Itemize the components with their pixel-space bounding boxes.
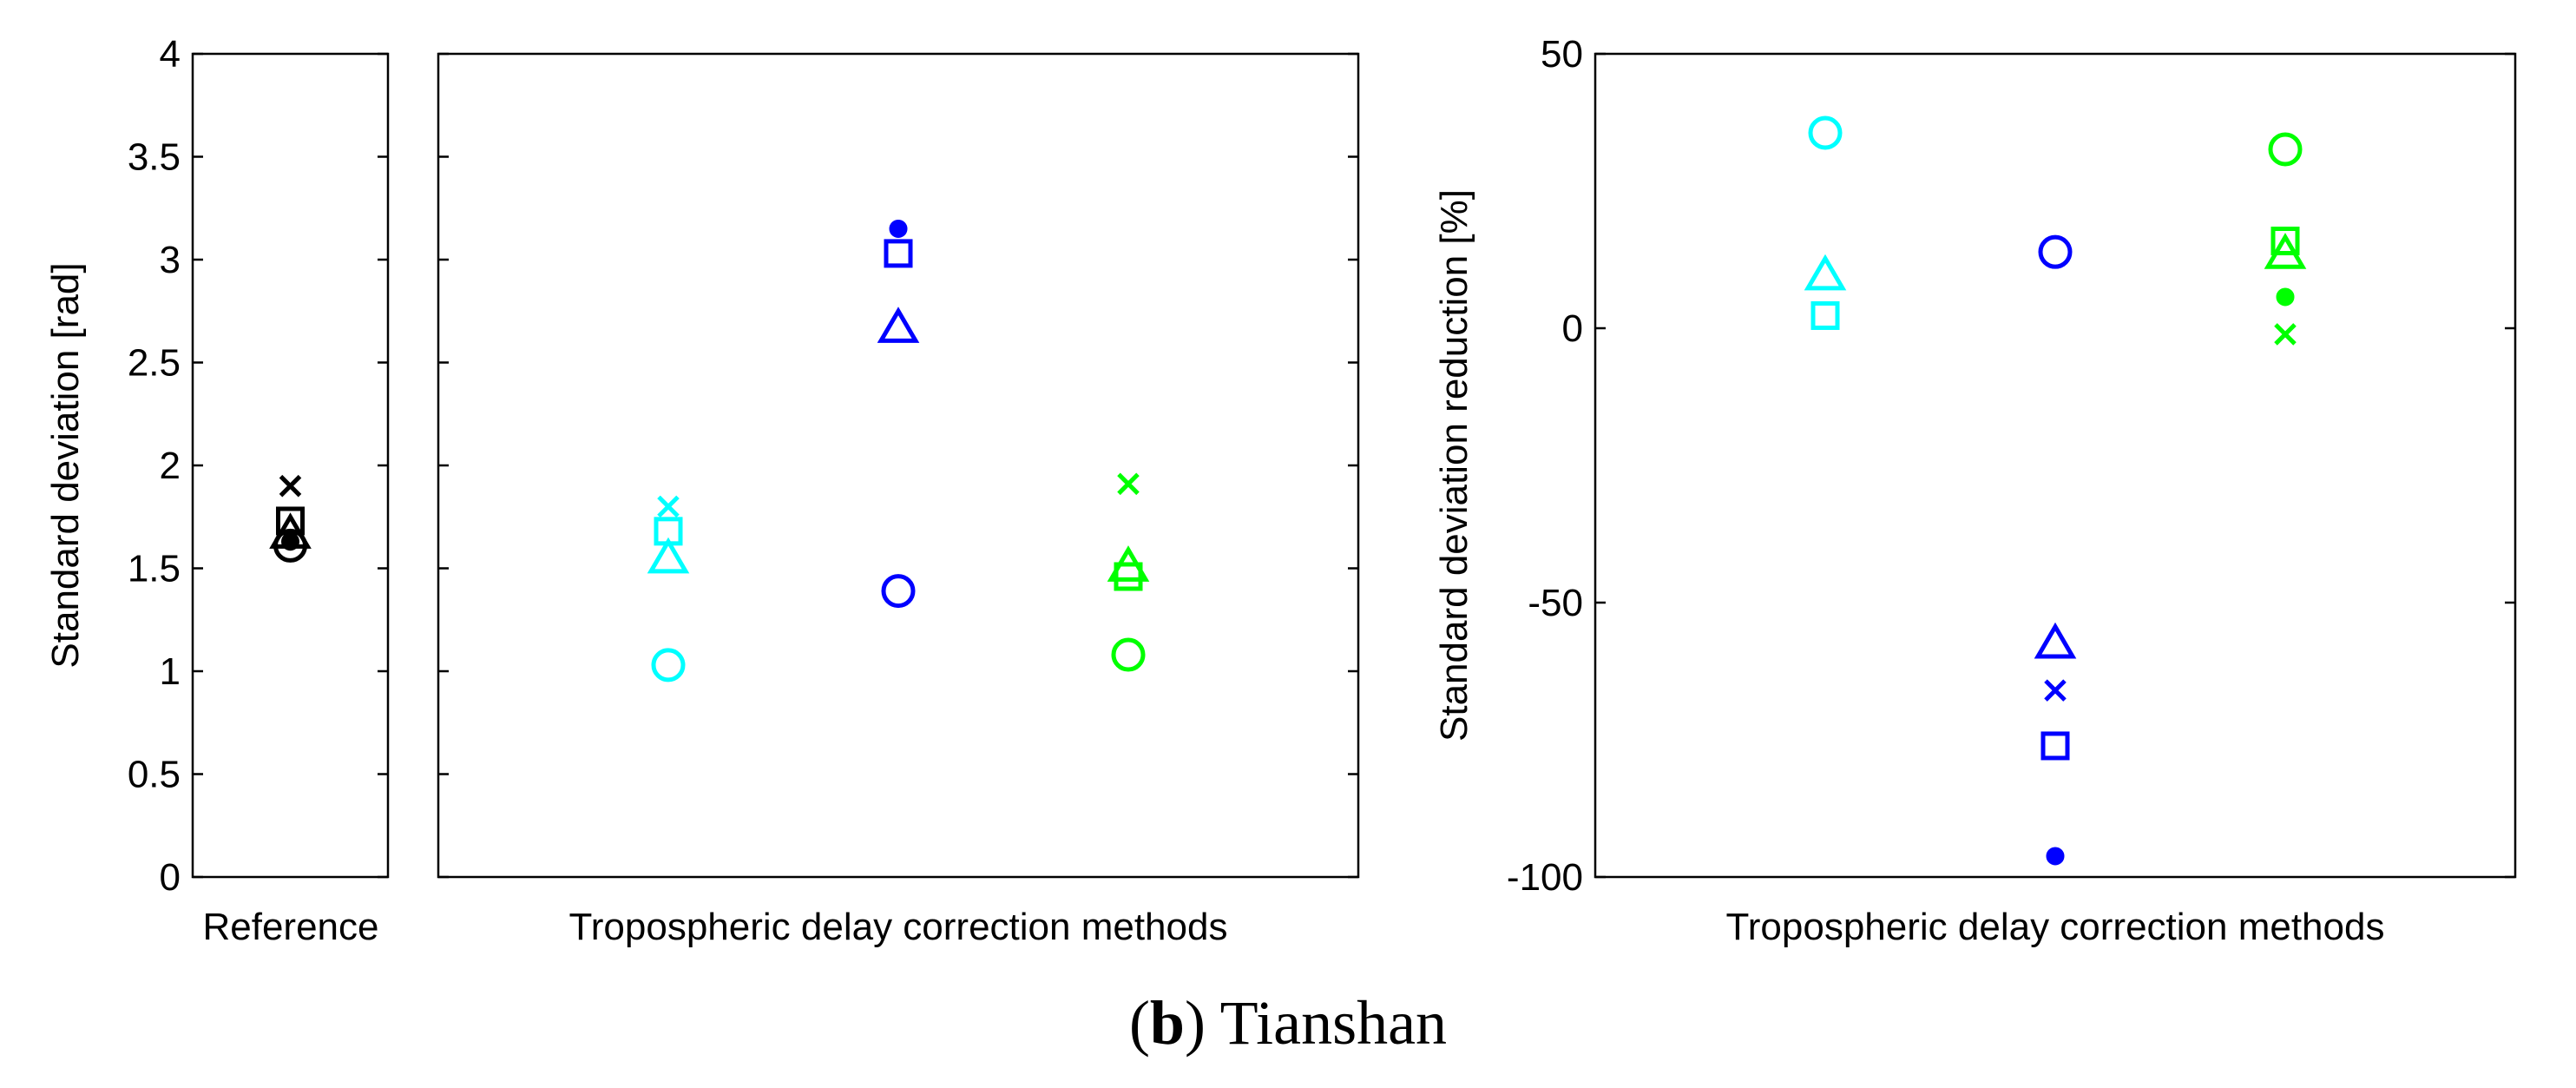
methods-std-x-label: Tropospheric delay correction methods (569, 906, 1228, 948)
marker-square (1114, 562, 1143, 591)
marker-dot (2276, 287, 2295, 307)
marker-x (2274, 323, 2297, 346)
y-tick-label: 0 (160, 856, 181, 899)
marker-dot (2046, 847, 2065, 866)
y-tick-label: 0.5 (128, 754, 181, 796)
marker-circle (1111, 637, 1146, 672)
marker-circle (2038, 234, 2073, 269)
left-y-axis-label: Standard deviation [rad] (44, 262, 87, 668)
methods-reduction-x-label: Tropospheric delay correction methods (1726, 906, 2385, 948)
methods-std-markers (647, 219, 1150, 682)
caption-text: Tianshan (1220, 988, 1447, 1058)
figure-caption: (b) Tianshan (1129, 988, 1447, 1058)
methods-std-panel: Tropospheric delay correction methods (437, 52, 1360, 948)
y-tick-label: 0 (1562, 307, 1583, 350)
y-tick-label: -100 (1507, 856, 1583, 899)
methods-std-plot-frame (437, 52, 1360, 879)
marker-triangle (647, 537, 690, 574)
methods-reduction-y-ticks: -100 -50 0 50 (1507, 33, 2515, 899)
marker-circle (2268, 132, 2303, 167)
methods-reduction-panel: -100 -50 0 50 Tropospheric delay correction… (1433, 33, 2517, 948)
marker-circle (881, 574, 916, 609)
y-tick-label: 50 (1541, 33, 1583, 76)
y-tick-label: 3 (160, 239, 181, 281)
marker-circle (273, 528, 307, 563)
marker-x (279, 474, 302, 498)
marker-x (1117, 472, 1140, 496)
marker-x (657, 495, 680, 518)
marker-square (2040, 731, 2070, 761)
right-y-axis-label: Standard deviation reduction [%] (1433, 189, 1475, 742)
methods-reduction-plot-frame (1594, 52, 2517, 879)
reference-x-label: Reference (202, 906, 378, 948)
y-tick-label: 2.5 (128, 342, 181, 385)
methods-std-y-ticks (438, 52, 1358, 879)
reference-plot-frame (191, 52, 390, 879)
y-tick-label: 4 (160, 33, 181, 76)
y-tick-label: 1.5 (128, 548, 181, 590)
marker-square (2270, 227, 2300, 256)
reference-panel: 0 0.5 1 1.5 2 2.5 3 3.5 4 Reference Standard dev… (44, 33, 390, 948)
marker-circle (1808, 115, 1843, 150)
marker-dot (889, 219, 908, 238)
caption-letter: b (1150, 988, 1185, 1058)
marker-triangle (2264, 233, 2307, 269)
marker-circle (651, 648, 686, 682)
marker-square (1810, 300, 1840, 330)
y-tick-label: -50 (1528, 582, 1583, 624)
marker-triangle (1804, 254, 1847, 291)
y-tick-label: 2 (160, 445, 181, 487)
methods-reduction-markers (1804, 115, 2307, 866)
reference-y-ticks: 0 0.5 1 1.5 2 2.5 3 3.5 4 (128, 33, 388, 899)
reference-markers (269, 474, 312, 563)
marker-dot (281, 532, 299, 551)
marker-x (2044, 679, 2067, 702)
y-tick-label: 1 (160, 650, 181, 693)
marker-triangle (2034, 622, 2077, 659)
marker-square (884, 239, 913, 268)
y-tick-label: 3.5 (128, 136, 181, 179)
marker-triangle (877, 307, 920, 343)
